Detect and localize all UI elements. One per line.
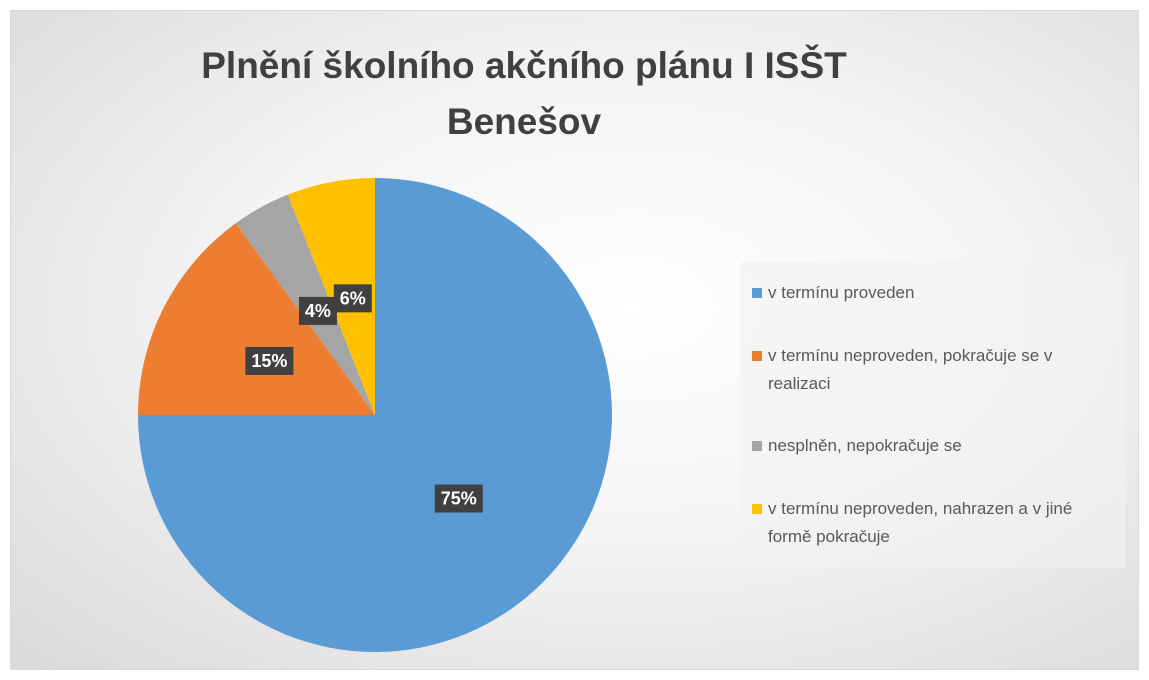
data-label-box [298, 296, 337, 325]
legend-swatch [752, 350, 762, 361]
legend-label: v termínu proveden [768, 283, 915, 303]
legend-swatch [752, 288, 762, 299]
data-label: 6% [340, 288, 366, 308]
legend-item: nesplněn, nepokračuje se [752, 432, 1115, 460]
chart-title: Plnění školního akčního plánu I ISŠT Ben… [201, 45, 847, 142]
legend-swatch [752, 441, 762, 452]
pie-slice [287, 178, 375, 415]
data-label-box [245, 346, 294, 375]
data-label-box [434, 484, 483, 513]
pie-slice [138, 223, 375, 415]
legend-label: v termínu neproveden, nahrazen a v jiné … [768, 498, 1073, 546]
data-label: 75% [441, 489, 477, 509]
legend-swatch [752, 503, 762, 514]
legend-item: v termínu neproveden, nahrazen a v jiné … [752, 495, 1115, 551]
legend: v termínu proveden v termínu neproveden, … [740, 262, 1125, 568]
data-label: 15% [251, 351, 287, 371]
data-labels: 75% 15% 4% 6% [245, 284, 483, 513]
legend-item: v termínu neproveden, pokračuje se v rea… [752, 342, 1115, 398]
legend-label: v termínu neproveden, pokračuje se v rea… [768, 345, 1053, 393]
data-label-box [333, 284, 372, 313]
legend-label: nesplněn, nepokračuje se [768, 436, 962, 456]
data-label: 4% [305, 301, 331, 321]
legend-item: v termínu proveden [752, 279, 1115, 307]
